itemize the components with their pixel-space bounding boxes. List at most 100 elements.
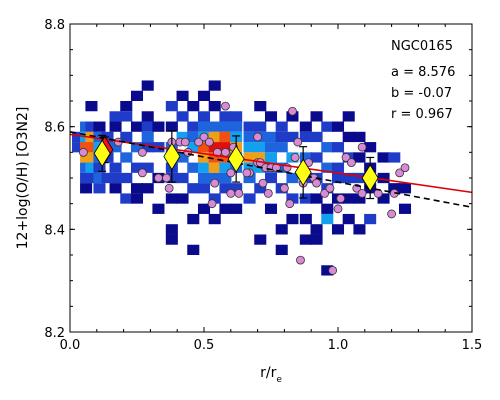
density-cell — [353, 193, 366, 204]
density-cell — [141, 121, 154, 132]
density-cell — [120, 101, 133, 112]
y-tick-label: 8.6 — [44, 121, 65, 136]
density-cell — [286, 111, 299, 122]
data-point — [221, 147, 230, 157]
density-cell — [264, 111, 278, 122]
y-axis-label: 12+log(O/H) [O3N2] — [15, 107, 31, 250]
density-cell — [310, 111, 323, 122]
density-cell — [219, 111, 232, 122]
density-cell — [299, 152, 312, 163]
density-cell — [299, 131, 312, 143]
density-cell — [377, 152, 390, 163]
data-point — [325, 183, 335, 193]
density-cell — [152, 203, 165, 214]
density-cell — [120, 131, 133, 143]
density-cell — [219, 121, 232, 132]
y-tick-label: 8.8 — [44, 18, 65, 33]
density-cell — [286, 193, 299, 204]
density-cell — [398, 183, 412, 194]
data-point — [234, 188, 244, 198]
density-cell — [342, 172, 355, 184]
data-point — [341, 153, 351, 162]
density-cell — [130, 183, 144, 194]
density-cell — [331, 172, 345, 184]
data-point — [226, 168, 236, 178]
data-point — [137, 168, 147, 178]
density-cell — [310, 224, 323, 235]
yellow-bin-diamond — [294, 158, 312, 187]
density-cell — [264, 142, 278, 153]
density-cell — [254, 142, 267, 153]
density-cell — [165, 234, 178, 245]
density-cell — [130, 121, 144, 132]
data-point — [204, 137, 214, 147]
density-cell — [208, 162, 221, 173]
data-point — [387, 209, 397, 219]
data-point — [207, 199, 217, 209]
density-cell — [230, 203, 243, 214]
density-cell — [208, 131, 221, 143]
density-cell — [93, 172, 106, 184]
data-point — [336, 194, 346, 203]
density-cell — [120, 172, 133, 184]
density-cell — [310, 152, 323, 163]
x-tick-label: 0.0 — [60, 338, 81, 353]
density-cell — [230, 111, 243, 122]
data-point — [357, 188, 367, 198]
density-cell — [208, 213, 221, 225]
density-cell — [243, 131, 256, 143]
density-cell — [230, 183, 243, 194]
data-point — [320, 188, 330, 198]
density-cell — [197, 111, 211, 122]
density-cell — [243, 142, 256, 153]
density-cell — [152, 121, 165, 132]
density-cell — [176, 193, 189, 204]
data-point — [137, 147, 147, 157]
density-cell — [208, 80, 221, 91]
data-point — [194, 137, 204, 147]
density-cell — [208, 193, 221, 204]
annotation-text: NGC0165 — [391, 39, 453, 54]
density-cell — [141, 131, 154, 143]
density-cell — [93, 121, 106, 132]
density-cell — [187, 101, 200, 112]
density-cell — [93, 131, 106, 143]
density-cell — [93, 162, 106, 173]
density-cell — [85, 121, 98, 132]
density-cell — [275, 131, 288, 143]
density-cell — [165, 101, 178, 112]
data-point — [79, 147, 88, 157]
density-cell — [165, 121, 178, 132]
density-cell — [321, 213, 334, 225]
data-point — [180, 137, 190, 147]
density-cell — [176, 152, 189, 163]
density-cell — [275, 224, 288, 235]
density-cell — [299, 121, 312, 132]
density-cell — [219, 183, 232, 194]
data-point — [221, 101, 230, 111]
density-cell — [264, 152, 278, 163]
density-cell — [176, 111, 189, 122]
density-cell — [243, 152, 256, 163]
data-point — [288, 106, 297, 116]
density-cell — [141, 111, 154, 122]
data-point — [242, 168, 252, 178]
data-point — [164, 183, 174, 193]
density-cell — [342, 131, 355, 143]
density-cell — [130, 162, 144, 173]
density-cell — [197, 90, 211, 101]
data-point — [154, 173, 163, 183]
density-cell — [310, 193, 323, 204]
density-cell — [377, 172, 390, 184]
density-cell — [321, 265, 334, 276]
density-cell — [187, 213, 200, 225]
black-dashed-fit-line — [69, 131, 473, 209]
data-point — [285, 199, 295, 209]
density-cell — [254, 152, 267, 163]
data-point — [400, 163, 410, 173]
density-cell — [130, 90, 144, 101]
data-point — [253, 132, 263, 142]
density-cell — [254, 121, 267, 132]
density-cell — [264, 172, 278, 184]
density-cell — [254, 234, 267, 245]
